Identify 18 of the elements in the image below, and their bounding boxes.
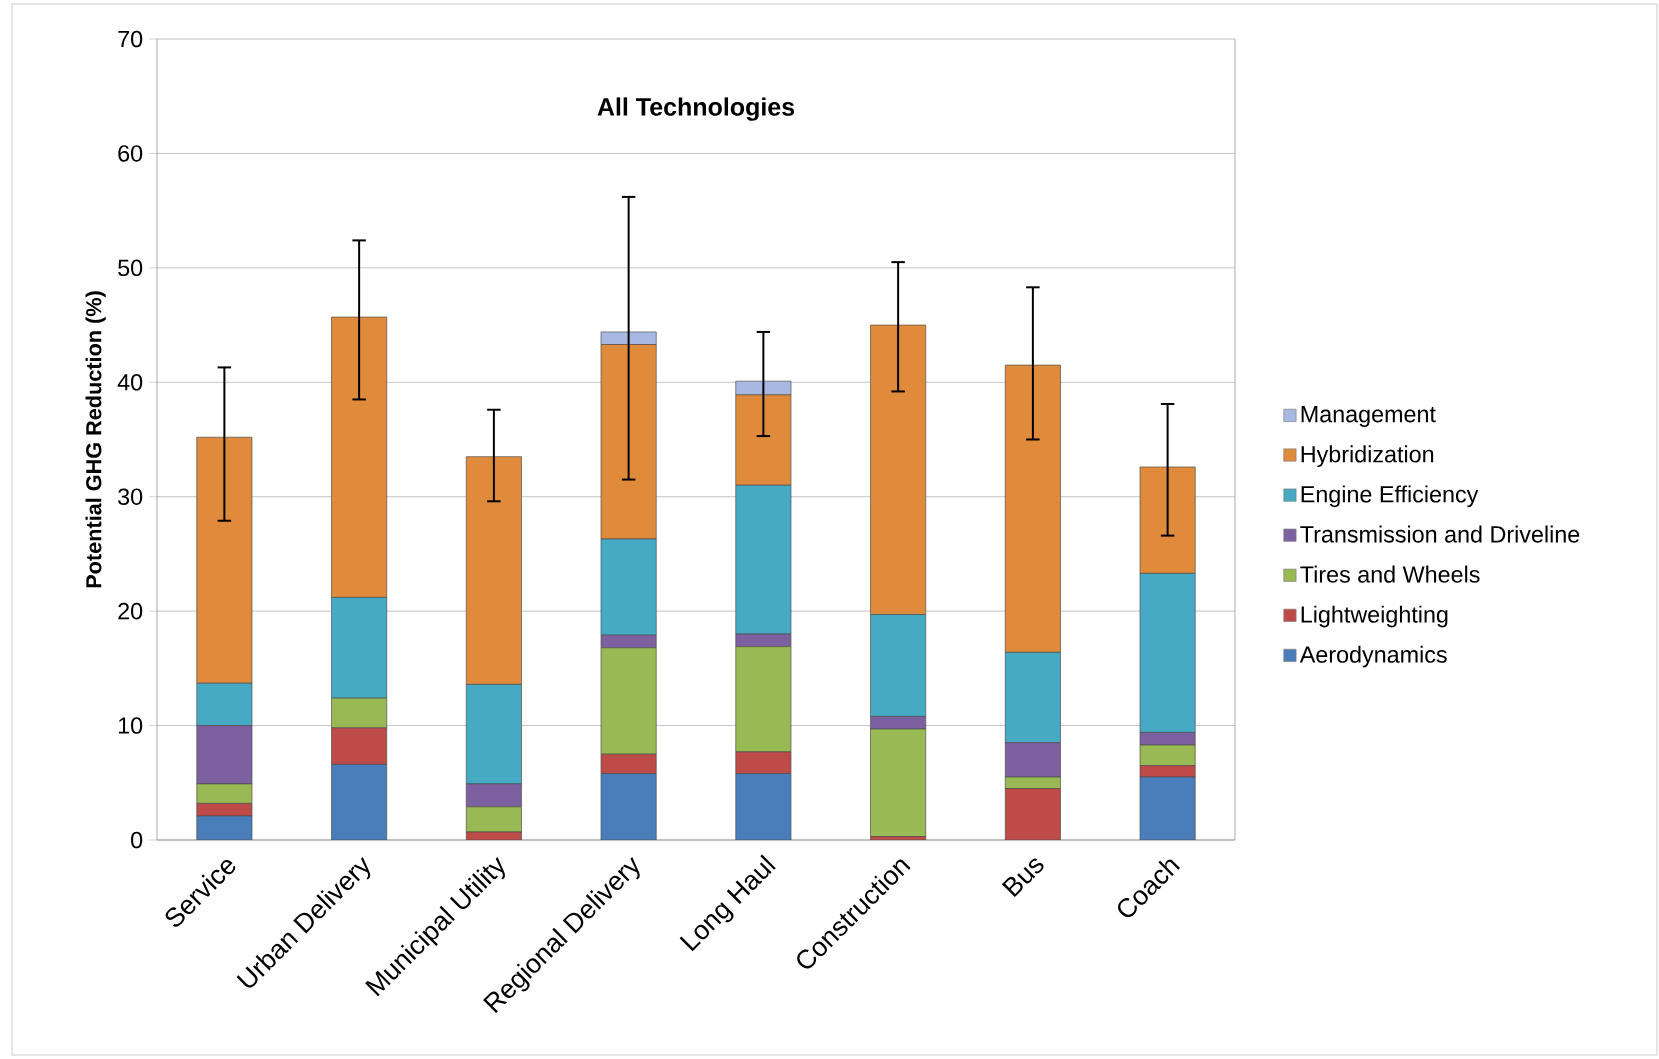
y-tick-label: 60 bbox=[118, 145, 143, 162]
y-tick-label: 70 bbox=[118, 30, 143, 48]
legend-label: Tires and Wheels bbox=[1300, 565, 1480, 583]
legend-label: Management bbox=[1301, 406, 1436, 428]
x-tick-label: Bus bbox=[1001, 858, 1044, 898]
text: All Technologies bbox=[597, 97, 795, 121]
legend-label: Aerodynamics bbox=[1299, 645, 1447, 668]
y-tick-label: 0 bbox=[131, 831, 143, 849]
y-tick-label: 30 bbox=[118, 488, 143, 505]
y-tick-label: 10 bbox=[118, 717, 143, 734]
legend-label: Transmission and Driveline bbox=[1300, 525, 1580, 543]
legend-label: Hybridization bbox=[1301, 445, 1434, 468]
y-tick-label: 40 bbox=[117, 374, 143, 391]
y-tick-label: 50 bbox=[118, 259, 143, 277]
legend-label: Engine Efficiency bbox=[1301, 485, 1479, 508]
y-tick-label: 20 bbox=[118, 602, 143, 620]
y-axis-title: Potential GHG Reduction (%) bbox=[85, 291, 106, 588]
legend-label: Lightweighting bbox=[1301, 605, 1448, 628]
